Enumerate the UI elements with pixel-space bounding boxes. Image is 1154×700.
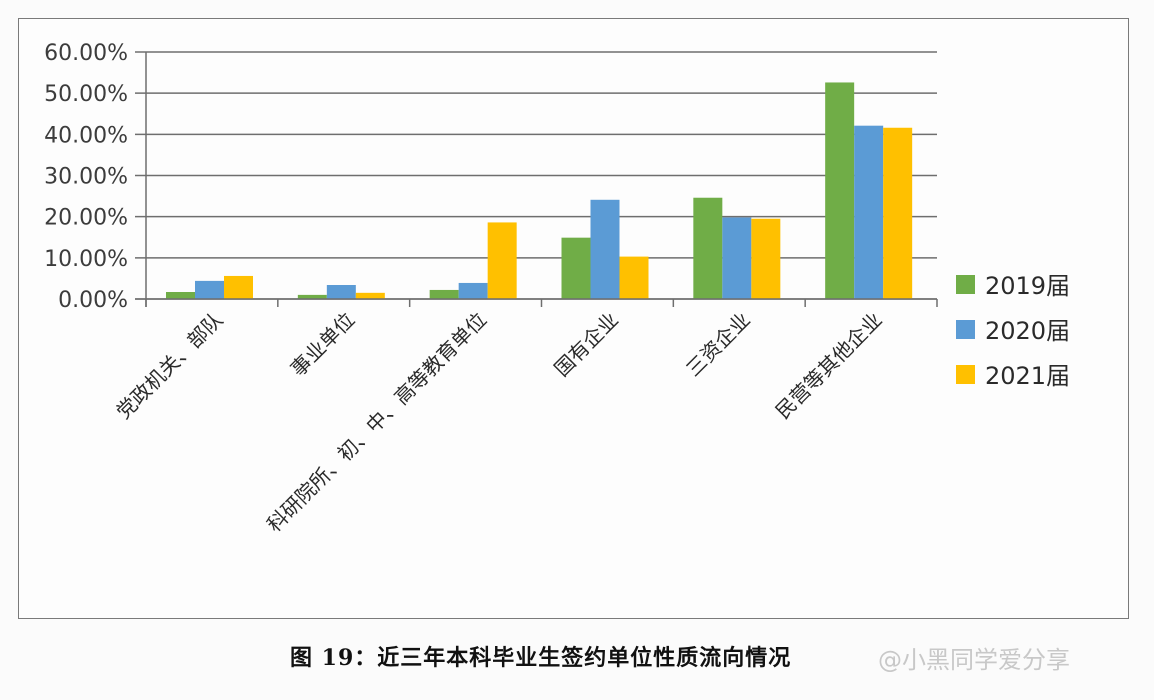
legend: 2019届 2020届 2021届 bbox=[956, 272, 1070, 390]
legend-swatch bbox=[956, 275, 975, 294]
bar-2019届-事业单位 bbox=[297, 294, 327, 299]
y-axis-ticks: 0.00% 10.00% 20.00% 30.00% 40.00% 50.00% 60.00… bbox=[44, 41, 128, 313]
bar-2020届-党政机关、部队 bbox=[195, 280, 224, 299]
y-tick-label: 60.00% bbox=[44, 41, 128, 66]
y-tick-label: 0.00% bbox=[58, 288, 128, 313]
legend-swatch bbox=[956, 365, 975, 384]
legend-label: 2020届 bbox=[985, 317, 1070, 345]
y-tick-label: 40.00% bbox=[44, 123, 128, 148]
bar-2020届-三资企业 bbox=[722, 217, 752, 299]
bar-2019届-国有企业 bbox=[561, 237, 591, 299]
gridlines bbox=[135, 51, 937, 300]
bar-2020届-民营等其他企业 bbox=[854, 125, 884, 300]
bar-2019届-党政机关、部队 bbox=[166, 292, 195, 299]
y-tick-label: 10.00% bbox=[44, 247, 128, 272]
y-tick-label: 20.00% bbox=[44, 206, 128, 231]
axes bbox=[135, 52, 938, 307]
x-category-label: 国有企业 bbox=[549, 308, 623, 382]
bar-2021届-党政机关、部队 bbox=[224, 275, 253, 299]
legend-swatch bbox=[956, 320, 975, 339]
bar-2019届-民营等其他企业 bbox=[825, 82, 855, 299]
watermark: @小黑同学爱分享 bbox=[878, 646, 1070, 674]
x-category-label: 民营等其他企业 bbox=[771, 308, 887, 424]
bar-2020届-科研院所、初、中、高等教育单位 bbox=[458, 282, 488, 299]
legend-label: 2019届 bbox=[985, 272, 1070, 300]
bar-2020届-事业单位 bbox=[326, 285, 356, 299]
bar-2021届-国有企业 bbox=[619, 256, 649, 299]
bar-2019届-三资企业 bbox=[693, 197, 723, 299]
bars bbox=[166, 82, 913, 300]
figure-caption: 图 19：近三年本科毕业生签约单位性质流向情况 bbox=[290, 645, 792, 671]
y-tick-label: 50.00% bbox=[44, 82, 128, 107]
x-category-label: 三资企业 bbox=[681, 308, 755, 382]
bar-2021届-科研院所、初、中、高等教育单位 bbox=[487, 222, 517, 299]
bar-2021届-事业单位 bbox=[355, 292, 385, 299]
bar-2021届-民营等其他企业 bbox=[883, 127, 913, 299]
x-category-label: 党政机关、部队 bbox=[111, 308, 227, 424]
bar-2020届-国有企业 bbox=[590, 199, 620, 299]
y-tick-label: 30.00% bbox=[44, 165, 128, 190]
bar-2019届-科研院所、初、中、高等教育单位 bbox=[429, 289, 459, 299]
x-category-label: 科研院所、初、中、高等教育单位 bbox=[262, 308, 491, 537]
legend-label: 2021届 bbox=[985, 362, 1070, 390]
x-category-label: 事业单位 bbox=[286, 308, 360, 382]
bar-2021届-三资企业 bbox=[751, 218, 781, 299]
chart-frame bbox=[18, 18, 1129, 619]
